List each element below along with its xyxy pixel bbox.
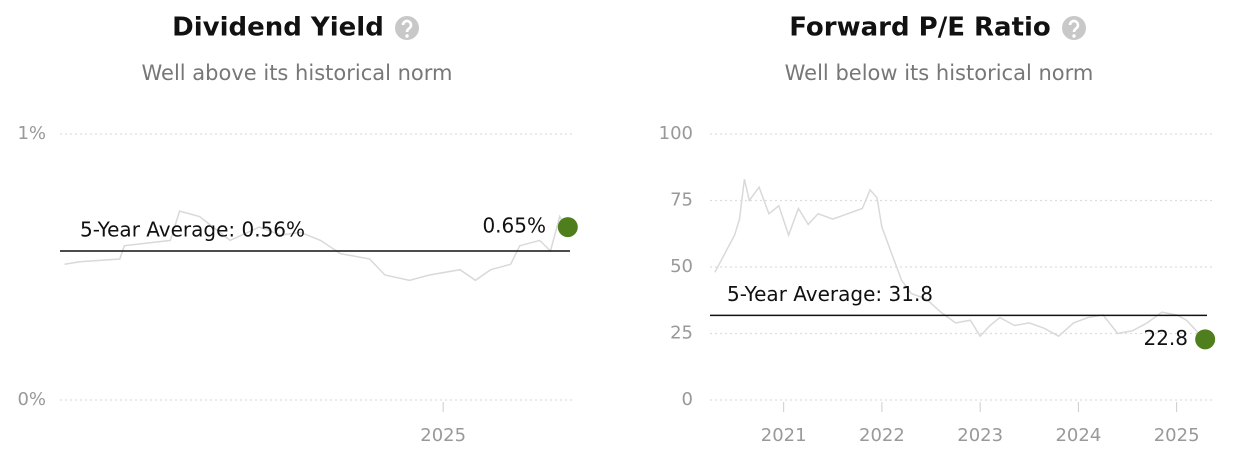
current-marker [1195, 329, 1216, 350]
chart-subtitle: Well above its historical norm [142, 61, 453, 85]
y-tick-label: 1% [17, 123, 46, 144]
help-icon[interactable] [1062, 16, 1086, 40]
help-glyph [401, 19, 413, 33]
y-tick-label: 25 [670, 323, 693, 344]
chart-title: Dividend Yield [172, 13, 384, 43]
current-marker [557, 217, 578, 238]
data-line [64, 210, 567, 282]
y-tick-label: 100 [659, 123, 693, 144]
y-tick-label: 50 [670, 256, 693, 277]
y-tick-label: 0 [682, 389, 693, 410]
chart-title: Forward P/E Ratio [789, 13, 1051, 43]
x-tick-label: 2022 [859, 425, 905, 446]
y-tick-label: 0% [17, 389, 46, 410]
help-icon-bg [1062, 16, 1086, 40]
x-tick-label: 2025 [420, 425, 466, 446]
x-tick-label: 2021 [761, 425, 807, 446]
current-label: 22.8 [1143, 326, 1188, 350]
current-label: 0.65% [482, 214, 546, 238]
average-label: 5-Year Average: 31.8 [727, 282, 933, 306]
x-tick-label: 2025 [1154, 425, 1200, 446]
help-icon-bg [395, 16, 419, 40]
average-label: 5-Year Average: 0.56% [80, 218, 305, 242]
chart-subtitle: Well below its historical norm [785, 61, 1094, 85]
data-line [714, 179, 1204, 340]
y-tick-label: 75 [670, 190, 693, 211]
help-glyph [1068, 19, 1080, 33]
x-tick-label: 2024 [1055, 425, 1101, 446]
help-dot [1072, 34, 1076, 38]
x-tick-label: 2023 [957, 425, 1003, 446]
help-icon[interactable] [395, 16, 419, 40]
help-dot [405, 34, 409, 38]
